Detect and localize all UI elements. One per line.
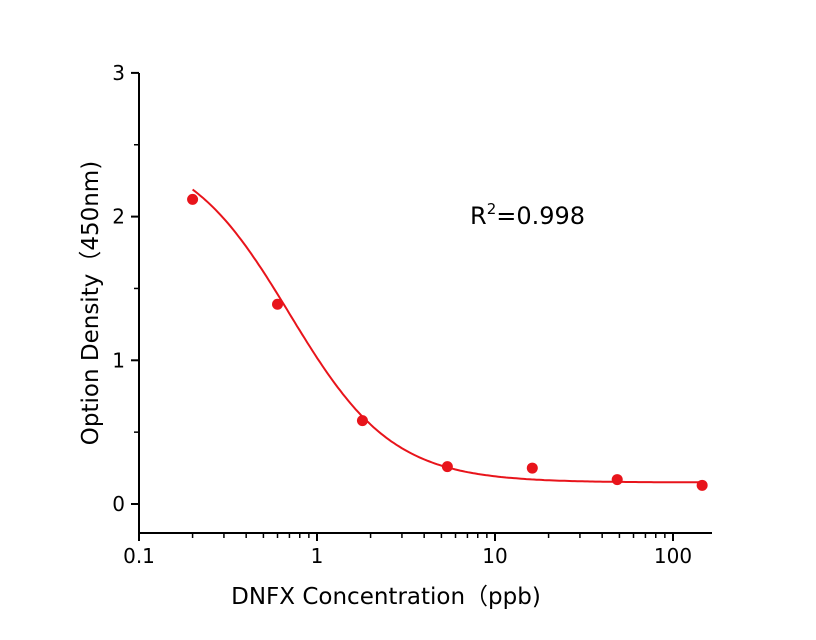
data-point: [272, 298, 284, 310]
data-points: [187, 193, 708, 491]
y-tick-label: 0: [112, 492, 125, 516]
data-point: [526, 462, 538, 474]
y-tick-label: 2: [112, 205, 125, 229]
annotation-sup: 2: [487, 200, 497, 218]
data-point: [696, 479, 708, 491]
y-tick-label: 1: [112, 348, 125, 372]
data-point: [356, 415, 368, 427]
annotation-r: R: [470, 202, 487, 230]
data-point: [187, 193, 199, 205]
y-tick-label: 3: [112, 61, 125, 85]
x-tick-label: 1: [311, 544, 324, 568]
y-axis-title: Option Density（450nm): [78, 161, 104, 445]
annotation-r2: R2=0.998: [470, 200, 585, 230]
x-tick-label: 10: [482, 544, 507, 568]
data-point: [611, 474, 623, 486]
x-tick-label: 100: [654, 544, 692, 568]
axes: [138, 73, 712, 534]
ticks: 0.1 1 10 100 0 1 2 3: [112, 61, 692, 568]
x-tick-label: 0.1: [123, 544, 155, 568]
annotation-value: =0.998: [496, 202, 585, 230]
x-axis-title: DNFX Concentration（ppb): [231, 584, 541, 610]
data-point: [441, 461, 453, 473]
fit-curve: [191, 188, 703, 484]
